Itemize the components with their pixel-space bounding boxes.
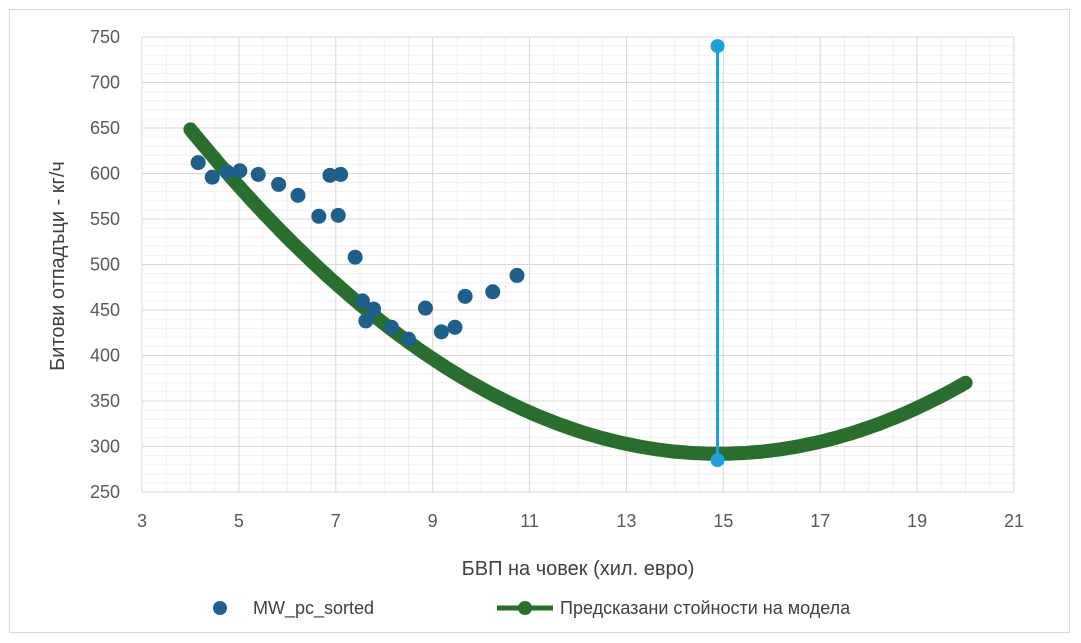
x-tick-label: 9: [428, 511, 438, 531]
y-tick-label: 550: [90, 209, 120, 229]
legend-label-model: Предсказани стойности на модела: [560, 598, 851, 618]
y-tick-label: 250: [90, 482, 120, 502]
y-tick-label: 650: [90, 118, 120, 138]
scatter-point: [330, 207, 346, 223]
scatter-point: [250, 166, 266, 182]
scatter-point: [358, 313, 374, 329]
scatter-point: [509, 267, 525, 283]
scatter-point: [354, 293, 370, 309]
vertical-marker-bottom-point: [710, 453, 725, 468]
x-tick-label: 15: [713, 511, 733, 531]
scatter-point: [347, 249, 363, 265]
x-tick-label: 11: [520, 511, 539, 531]
scatter-point: [290, 187, 306, 203]
legend: MW_pc_sorted Предсказани стойности на мо…: [213, 598, 851, 619]
scatter-point: [271, 176, 287, 192]
scatter-point: [457, 288, 473, 304]
x-tick-labels: 3 5 7 9 11 13 15 17 19 21: [137, 511, 1024, 531]
scatter-point: [485, 284, 501, 300]
scatter-point: [433, 324, 449, 340]
x-tick-label: 3: [137, 511, 147, 531]
legend-marker-model: [518, 601, 532, 615]
scatter-point: [417, 300, 433, 316]
major-gridlines: [141, 36, 1015, 493]
y-tick-label: 350: [90, 391, 120, 411]
y-axis-title: Битови отпадъци - кг/ч: [47, 161, 69, 371]
scatter-point: [219, 164, 235, 180]
scatter-point: [400, 331, 416, 347]
scatter-point: [447, 319, 463, 335]
y-tick-label: 600: [90, 164, 120, 184]
scatter-point: [204, 169, 220, 185]
x-axis-title: БВП на човек (хил. евро): [462, 558, 695, 580]
scatter-point: [366, 301, 382, 317]
scatter-point: [383, 319, 399, 335]
model-prediction-line: [183, 122, 973, 461]
x-tick-label: 7: [331, 511, 341, 531]
y-tick-label: 400: [90, 346, 120, 366]
scatter-point: [232, 163, 248, 179]
series-layer: [183, 39, 973, 468]
y-tick-label: 700: [90, 73, 120, 93]
legend-label-scatter: MW_pc_sorted: [253, 598, 374, 619]
x-tick-label: 17: [810, 511, 830, 531]
y-tick-label: 500: [90, 255, 120, 275]
x-tick-label: 13: [616, 511, 636, 531]
scatter-point: [311, 208, 327, 224]
x-tick-label: 21: [1004, 511, 1024, 531]
x-tick-label: 19: [907, 511, 927, 531]
legend-marker-scatter: [213, 601, 227, 615]
vertical-marker-top-point: [710, 39, 725, 54]
scatter-point: [333, 166, 349, 182]
scatter-point: [190, 155, 206, 171]
x-tick-label: 5: [234, 511, 244, 531]
y-tick-label: 300: [90, 437, 120, 457]
y-tick-label: 750: [90, 27, 120, 47]
y-tick-labels: 250 300 350 400 450 500 550 600 650 700 750: [90, 27, 120, 502]
y-tick-label: 450: [90, 300, 120, 320]
